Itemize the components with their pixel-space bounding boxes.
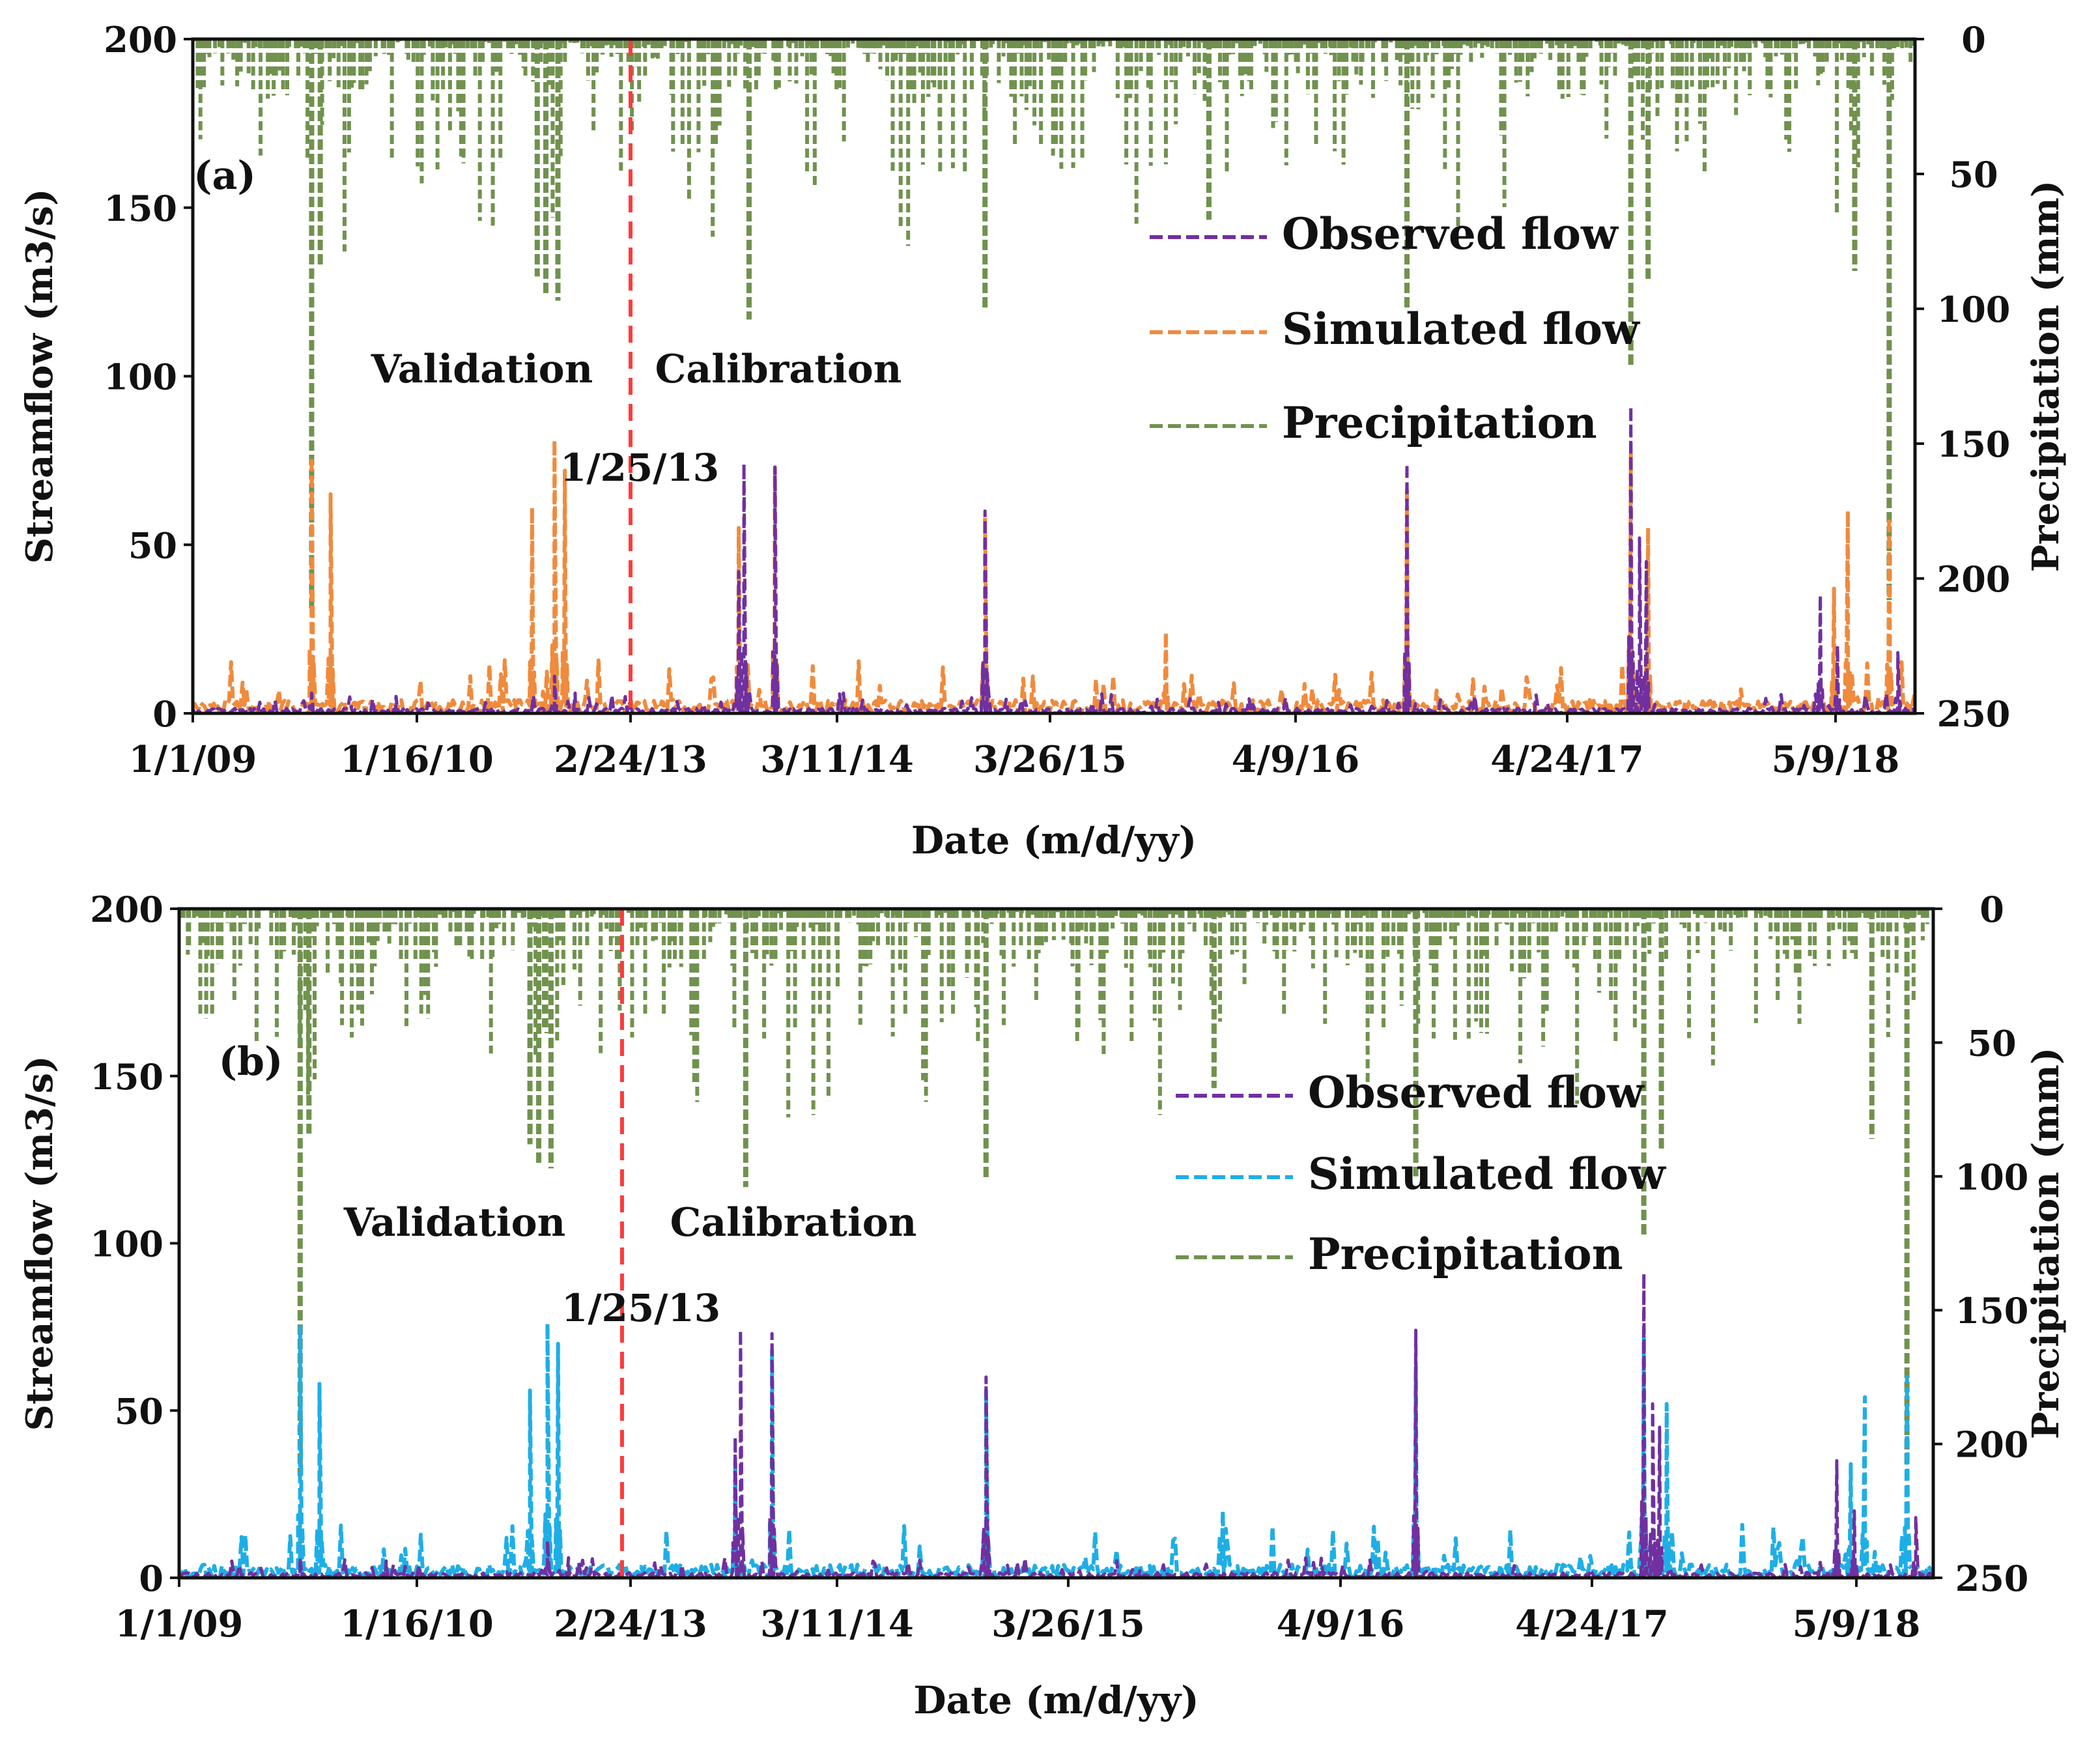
legend-label: Observed flow xyxy=(1282,208,1619,259)
legend: Observed flow Simulated flow Precipitation xyxy=(1176,1067,1667,1279)
split-date-label: 1/25/13 xyxy=(560,446,719,490)
y-left-tick-label: 0 xyxy=(139,1558,163,1599)
x-tick-label: 3/11/14 xyxy=(760,738,914,781)
y-right-axis-label: Precipitation (mm) xyxy=(2024,1048,2067,1439)
x-tick-label: 1/16/10 xyxy=(340,1603,494,1646)
x-tick-label: 5/9/18 xyxy=(1793,1603,1921,1646)
x-axis-label: Date (m/d/yy) xyxy=(913,1678,1199,1722)
x-tick-label: 2/24/13 xyxy=(554,1603,707,1646)
y-right-tick-label: 250 xyxy=(1955,1558,2029,1599)
y-right-tick-label: 0 xyxy=(1961,19,1986,61)
y-left-tick-label: 200 xyxy=(90,889,163,930)
y-left-tick-label: 100 xyxy=(90,1223,163,1265)
y-left-tick-label: 150 xyxy=(90,1056,163,1098)
y-right-tick-label: 150 xyxy=(1937,423,2011,465)
x-tick-label: 4/9/16 xyxy=(1232,738,1360,781)
legend-label: Observed flow xyxy=(1308,1067,1645,1118)
y-left-tick-label: 100 xyxy=(104,356,177,398)
calibration-label: Calibration xyxy=(655,347,902,392)
y-right-tick-label: 200 xyxy=(1937,558,2011,600)
x-axis-label: Date (m/d/yy) xyxy=(911,818,1197,863)
x-tick-label: 3/26/15 xyxy=(973,738,1127,781)
observed-flow-series xyxy=(191,405,1917,715)
y-left-axis-label: Streamflow (m3/s) xyxy=(18,1056,61,1431)
y-left-tick-label: 50 xyxy=(128,524,177,566)
y-right-tick-label: 0 xyxy=(1979,889,2004,930)
y-right-tick-label: 50 xyxy=(1949,154,1998,195)
legend-label: Precipitation xyxy=(1282,397,1597,448)
legend-label: Simulated flow xyxy=(1282,304,1641,354)
panel-a: 0 50 100 150 200 0 50 100 150 200 250 1/1/09 1/16/10… xyxy=(18,19,2067,863)
x-tick-label: 5/9/18 xyxy=(1772,738,1900,781)
panel-b: 0 50 100 150 200 0 50 100 150 200 250 1/1/09 1/16/10… xyxy=(18,889,2067,1722)
x-tick-label: 1/1/09 xyxy=(129,738,257,781)
x-tick-label: 3/26/15 xyxy=(991,1603,1145,1646)
validation-label: Validation xyxy=(343,1200,566,1246)
x-tick-label: 4/9/16 xyxy=(1277,1603,1405,1646)
x-tick-label: 4/24/17 xyxy=(1490,738,1644,781)
y-left-tick-label: 200 xyxy=(104,19,177,61)
y-right-tick-label: 200 xyxy=(1955,1424,2029,1466)
y-right-tick-label: 150 xyxy=(1955,1290,2029,1332)
y-left-tick-label: 50 xyxy=(115,1390,163,1432)
validation-label: Validation xyxy=(371,347,593,392)
x-tick-label: 3/11/14 xyxy=(760,1603,914,1646)
legend-label: Simulated flow xyxy=(1308,1149,1667,1199)
calibration-label: Calibration xyxy=(670,1200,917,1246)
y-right-tick-label: 100 xyxy=(1937,289,2011,330)
y-left-tick-label: 150 xyxy=(104,188,177,229)
y-left-axis-label: Streamflow (m3/s) xyxy=(18,189,61,564)
y-right-axis-label: Precipitation (mm) xyxy=(2024,180,2067,572)
legend: Observed flow Simulated flow Precipitation xyxy=(1150,208,1641,448)
y-right-tick-label: 100 xyxy=(1955,1156,2029,1198)
x-tick-label: 4/24/17 xyxy=(1515,1603,1669,1646)
legend-label: Precipitation xyxy=(1308,1229,1623,1279)
panel-label: (b) xyxy=(219,1039,283,1085)
panel-label: (a) xyxy=(193,153,256,199)
x-tick-label: 1/1/09 xyxy=(115,1603,244,1646)
y-right-tick-label: 250 xyxy=(1937,693,2011,735)
x-tick-label: 1/16/10 xyxy=(340,738,494,781)
split-date-label: 1/25/13 xyxy=(561,1286,720,1330)
x-tick-label: 2/24/13 xyxy=(554,738,707,781)
y-left-tick-label: 0 xyxy=(152,693,177,735)
y-right-tick-label: 50 xyxy=(1967,1022,2016,1064)
precipitation-series xyxy=(177,909,1934,1476)
